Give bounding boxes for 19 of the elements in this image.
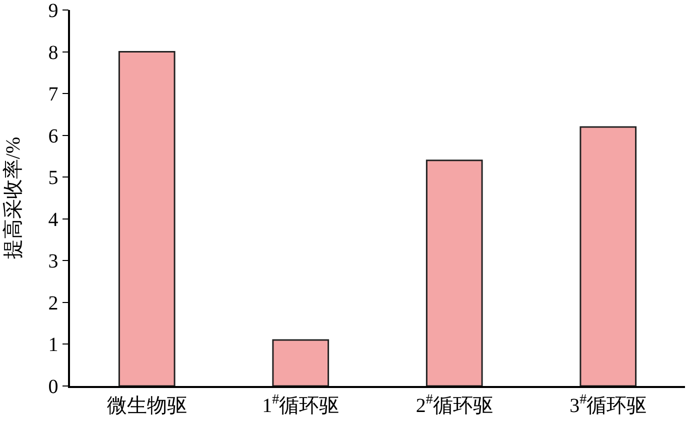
y-tick-label: 6 (48, 125, 58, 148)
bar (118, 51, 176, 386)
bar (426, 160, 483, 386)
y-tick-label: 1 (48, 334, 58, 356)
x-tick-label: 2$^{#}$循环驱 (416, 392, 493, 417)
y-tick-label: 9 (48, 0, 58, 22)
y-tick-label: 3 (48, 250, 58, 273)
y-tick-label: 5 (48, 167, 58, 190)
y-tick-label: 2 (48, 292, 58, 314)
y-tick-label: 8 (48, 42, 58, 64)
x-tick-label: 3$^{#}$循环驱 (570, 392, 647, 417)
x-tick-label: 1$^{#}$循环驱 (262, 392, 340, 417)
y-tick-label: 0 (48, 376, 58, 398)
y-tick-label: 7 (48, 84, 58, 106)
y-axis-title: 提高采收率/% (2, 136, 24, 260)
bar (272, 339, 330, 386)
y-tick-label: 4 (48, 208, 58, 231)
bar (580, 126, 637, 386)
x-tick-label: 微生物驱 (106, 394, 187, 417)
